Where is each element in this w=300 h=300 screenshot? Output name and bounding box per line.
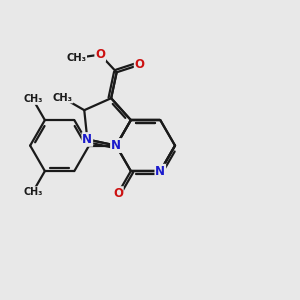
Text: O: O [135,58,145,71]
Text: N: N [111,139,121,152]
Text: N: N [155,165,165,178]
Text: CH₃: CH₃ [52,93,73,103]
Text: N: N [111,139,121,152]
Text: N: N [82,133,92,146]
Text: O: O [95,48,105,61]
Text: CH₃: CH₃ [66,53,86,63]
Text: CH₃: CH₃ [23,187,43,197]
Text: CH₃: CH₃ [23,94,43,104]
Text: O: O [113,187,123,200]
